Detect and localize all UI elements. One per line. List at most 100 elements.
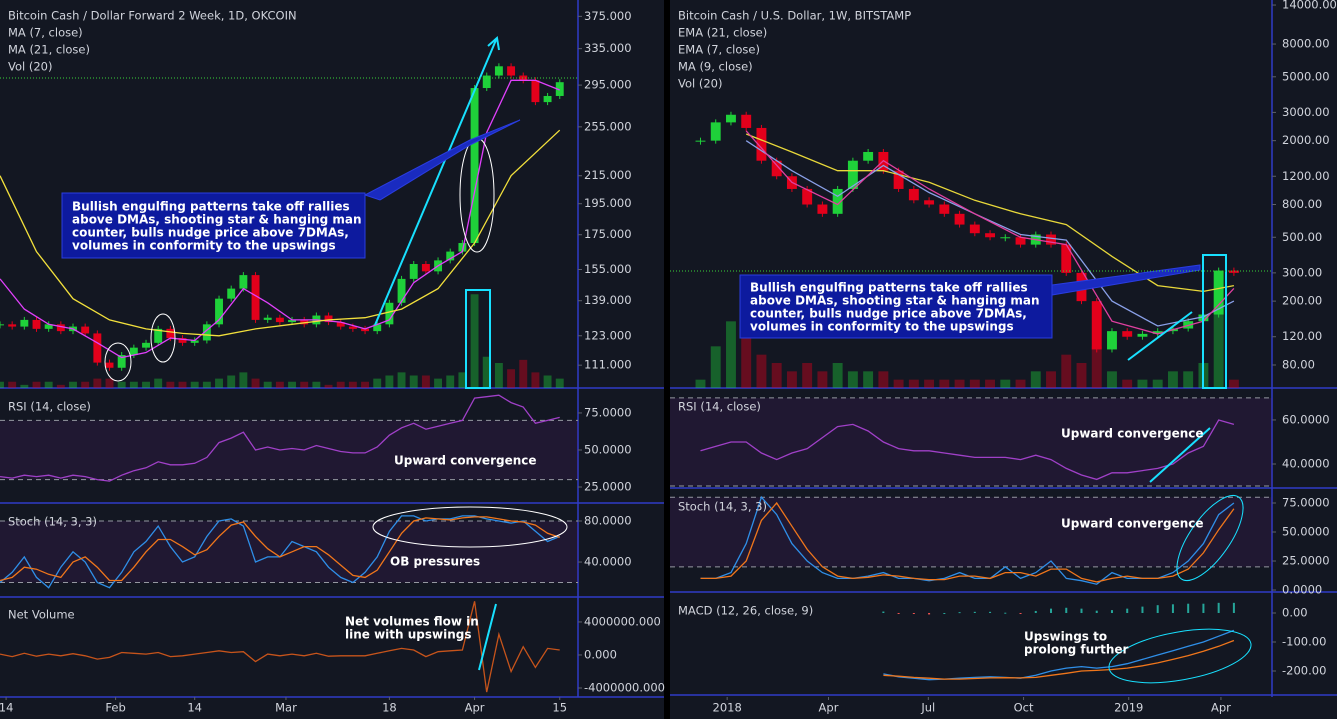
volume-bar	[507, 369, 516, 388]
y-tick-label: 111.000	[584, 358, 632, 372]
candle	[409, 264, 418, 279]
candle	[531, 80, 540, 103]
trend-arrow	[1127, 311, 1193, 361]
y-tick-label: 255.000	[584, 119, 632, 133]
volume-bar	[494, 363, 503, 388]
y-tick-label: 200.00	[1282, 294, 1322, 308]
panel-title: Net Volume	[8, 608, 75, 622]
candle	[1137, 333, 1148, 337]
volume-bar	[312, 381, 321, 388]
annotation: OB pressures	[390, 555, 480, 569]
annotation: counter, bulls nudge price above 7DMAs,	[72, 226, 349, 240]
histogram-bar	[943, 612, 946, 614]
volume-bar	[1076, 363, 1087, 388]
histogram-bar	[1217, 602, 1220, 613]
x-tick-label: Mar	[275, 701, 297, 715]
volume-bar	[458, 372, 467, 388]
annotation: above DMAs, shooting star & hanging man	[72, 213, 362, 227]
volume-bar	[1137, 379, 1148, 388]
volume-bar	[8, 381, 17, 388]
y-tick-label: 80.0000	[584, 514, 632, 528]
ellipse	[150, 313, 176, 363]
candle	[446, 251, 455, 261]
volume-bar	[802, 363, 813, 388]
candle	[954, 213, 965, 225]
candle	[832, 188, 843, 214]
candle	[275, 317, 284, 323]
volume-bar	[361, 381, 370, 388]
ellipse	[104, 342, 132, 382]
indicator-line	[883, 639, 1235, 680]
volume-bar	[531, 372, 540, 388]
legend-entry: MA (7, close)	[8, 26, 83, 40]
trend-arrow	[1149, 427, 1211, 483]
volume-bar	[832, 363, 843, 388]
y-tick-label: 195.000	[584, 196, 632, 210]
candle	[324, 315, 333, 323]
annotation: prolong further	[1024, 643, 1129, 657]
candle	[908, 188, 919, 201]
candle	[336, 322, 345, 327]
histogram-bar	[1065, 607, 1068, 613]
candle	[44, 324, 53, 329]
volume-bar	[421, 375, 430, 388]
candle	[154, 328, 163, 343]
candle	[20, 319, 29, 327]
moving-average	[745, 140, 1235, 327]
x-tick-label: Feb	[105, 701, 125, 715]
candle	[373, 324, 382, 332]
x-tick-label: 14	[187, 701, 202, 715]
annotation: Bullish engulfing patterns take off rall…	[72, 200, 350, 214]
volume-bar	[786, 371, 797, 388]
annotation-box	[61, 192, 366, 259]
annotation: Bullish engulfing patterns take off rall…	[750, 281, 1028, 295]
volume-bar	[1000, 379, 1011, 388]
annotation: Upward convergence	[1061, 427, 1204, 441]
arrow-head	[487, 36, 500, 51]
histogram-bar	[973, 611, 976, 613]
candle	[710, 122, 721, 141]
candle	[985, 233, 996, 238]
y-tick-label: 2000.00	[1282, 133, 1330, 147]
candle	[8, 324, 17, 327]
x-tick-label: 15	[552, 701, 567, 715]
volume-bar	[695, 379, 706, 388]
volume-bar	[166, 381, 175, 388]
y-tick-label: 0.0000	[1282, 583, 1322, 597]
candle	[1046, 234, 1056, 245]
indicator-line	[0, 516, 560, 582]
volume-bar	[954, 379, 965, 388]
x-tick-label: 14	[0, 701, 13, 715]
indicator-line	[700, 419, 1235, 481]
candle	[969, 224, 980, 234]
band-fill	[0, 420, 578, 480]
candle	[32, 319, 41, 329]
volume-bar	[985, 379, 996, 388]
volume-bar	[908, 379, 919, 388]
legend-entry: EMA (21, close)	[678, 26, 767, 40]
y-tick-label: 215.000	[584, 168, 632, 182]
y-tick-label: 300.00	[1282, 265, 1322, 279]
y-tick-label: 5000.00	[1282, 69, 1330, 83]
layers	[0, 0, 1337, 700]
volume-bar	[543, 375, 552, 388]
candle	[726, 114, 736, 123]
y-tick-label: 14000.00	[1282, 0, 1337, 12]
y-tick-label: 25.0000	[584, 480, 632, 494]
annotation: Net volumes flow in	[345, 615, 479, 629]
volume-bar	[129, 381, 138, 388]
histogram-bar	[1110, 610, 1113, 613]
callout-pointer	[363, 119, 521, 201]
histogram-bar	[1187, 603, 1190, 613]
histogram-bar	[882, 611, 885, 613]
histogram-bar	[1095, 610, 1098, 613]
x-tick-label: Apr	[1211, 701, 1231, 715]
y-tick-label: 80.00	[1282, 357, 1315, 371]
candle	[397, 278, 406, 303]
y-tick-label: 335.000	[584, 41, 632, 55]
y-tick-label: 3000.00	[1282, 105, 1330, 119]
annotation-box	[739, 274, 1053, 339]
histogram-bar	[1156, 605, 1159, 613]
